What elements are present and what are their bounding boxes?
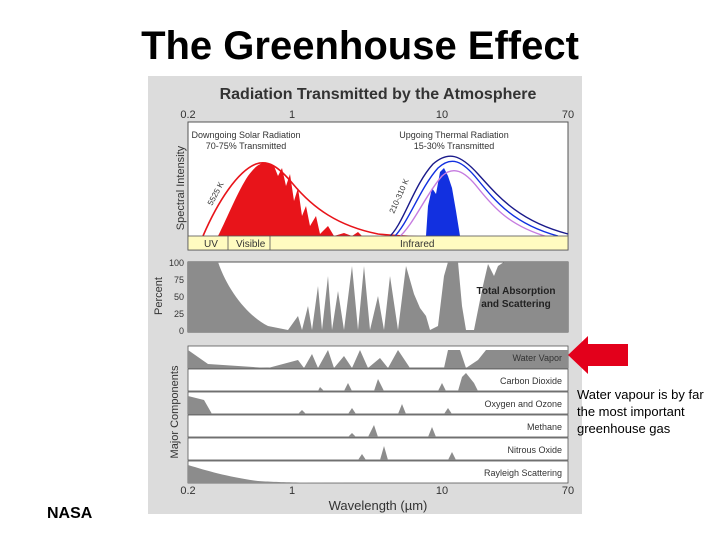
bottom-axis: 0.2 1 10 70: [180, 485, 574, 497]
component-strip: Oxygen and Ozone: [187, 391, 569, 415]
figure-title: Radiation Transmitted by the Atmosphere: [220, 86, 537, 103]
component-label: Rayleigh Scattering: [484, 468, 562, 478]
thermal-curve-inner: [397, 169, 549, 239]
component-label: Nitrous Oxide: [507, 445, 562, 455]
bottom-tick-label: 1: [289, 485, 295, 497]
band-label-uv: UV: [204, 239, 218, 250]
spectral-axis-label: Spectral Intensity: [175, 145, 187, 230]
callout-text: Water vapour is by far the most importan…: [577, 387, 704, 436]
component-strip: Nitrous Oxide: [187, 437, 569, 461]
thermal-transmitted-area: [426, 168, 460, 236]
percent-tick-label: 25: [174, 309, 184, 319]
thermal-label-line2: 15-30% Transmitted: [414, 141, 495, 151]
component-strip: Water Vapor: [187, 345, 569, 369]
percent-tick-label: 75: [174, 275, 184, 285]
total-label-line1: Total Absorption: [477, 286, 556, 297]
thermal-curve-outer: [387, 155, 569, 239]
percent-axis: 100 75 50 25 0: [169, 258, 184, 336]
top-tick-label: 0.2: [180, 109, 195, 121]
top-tick-label: 70: [562, 109, 574, 121]
band-bar: [187, 235, 569, 251]
thermal-curve-mid: [392, 160, 559, 239]
component-label: Methane: [527, 422, 562, 432]
component-strip: Methane: [187, 414, 569, 438]
component-absorption-area: [188, 465, 568, 483]
top-tick-label: 1: [289, 109, 295, 121]
slide-title: The Greenhouse Effect: [141, 24, 579, 68]
red-arrow-icon: [568, 336, 628, 374]
thermal-label-line1: Upgoing Thermal Radiation: [399, 130, 508, 140]
component-label: Carbon Dioxide: [500, 376, 562, 386]
component-absorption-area: [188, 350, 568, 368]
percent-axis-label: Percent: [153, 277, 165, 315]
component-absorption-area: [188, 373, 568, 391]
band-label-infrared: Infrared: [400, 239, 434, 250]
component-frame: [187, 437, 569, 461]
credit-label: NASA: [47, 505, 93, 522]
total-absorption-panel: Total Absorption and Scattering: [187, 261, 569, 333]
spectral-intensity-panel: UV Visible Infrared Downgoing Solar Radi…: [187, 121, 569, 251]
band-label-visible: Visible: [236, 239, 266, 250]
component-strip: Carbon Dioxide: [187, 368, 569, 392]
bottom-tick-label: 70: [562, 485, 574, 497]
components-axis-label: Major Components: [169, 365, 181, 458]
bottom-tick-label: 0.2: [180, 485, 195, 497]
arrow-shape: [568, 336, 628, 374]
component-label: Water Vapor: [512, 353, 562, 363]
solar-label-line2: 70-75% Transmitted: [206, 141, 287, 151]
component-label: Oxygen and Ozone: [484, 399, 562, 409]
solar-transmitted-area: [218, 162, 362, 236]
total-label-line2: and Scattering: [481, 299, 550, 310]
bottom-tick-label: 10: [436, 485, 448, 497]
component-frame: [187, 414, 569, 438]
top-axis: 0.2 1 10 70: [180, 109, 574, 121]
percent-tick-label: 50: [174, 292, 184, 302]
solar-label-line1: Downgoing Solar Radiation: [191, 130, 300, 140]
top-tick-label: 10: [436, 109, 448, 121]
component-strip: Rayleigh Scattering: [187, 460, 569, 484]
total-absorption-area: [188, 262, 568, 332]
percent-tick-label: 100: [169, 258, 184, 268]
percent-tick-label: 0: [179, 326, 184, 336]
major-components-panels: Water Vapor Carbon Dioxide Oxygen and Ozon…: [187, 345, 569, 484]
atmospheric-transmission-figure: Radiation Transmitted by the Atmosphere …: [148, 76, 582, 514]
x-axis-label: Wavelength (µm): [329, 498, 428, 513]
